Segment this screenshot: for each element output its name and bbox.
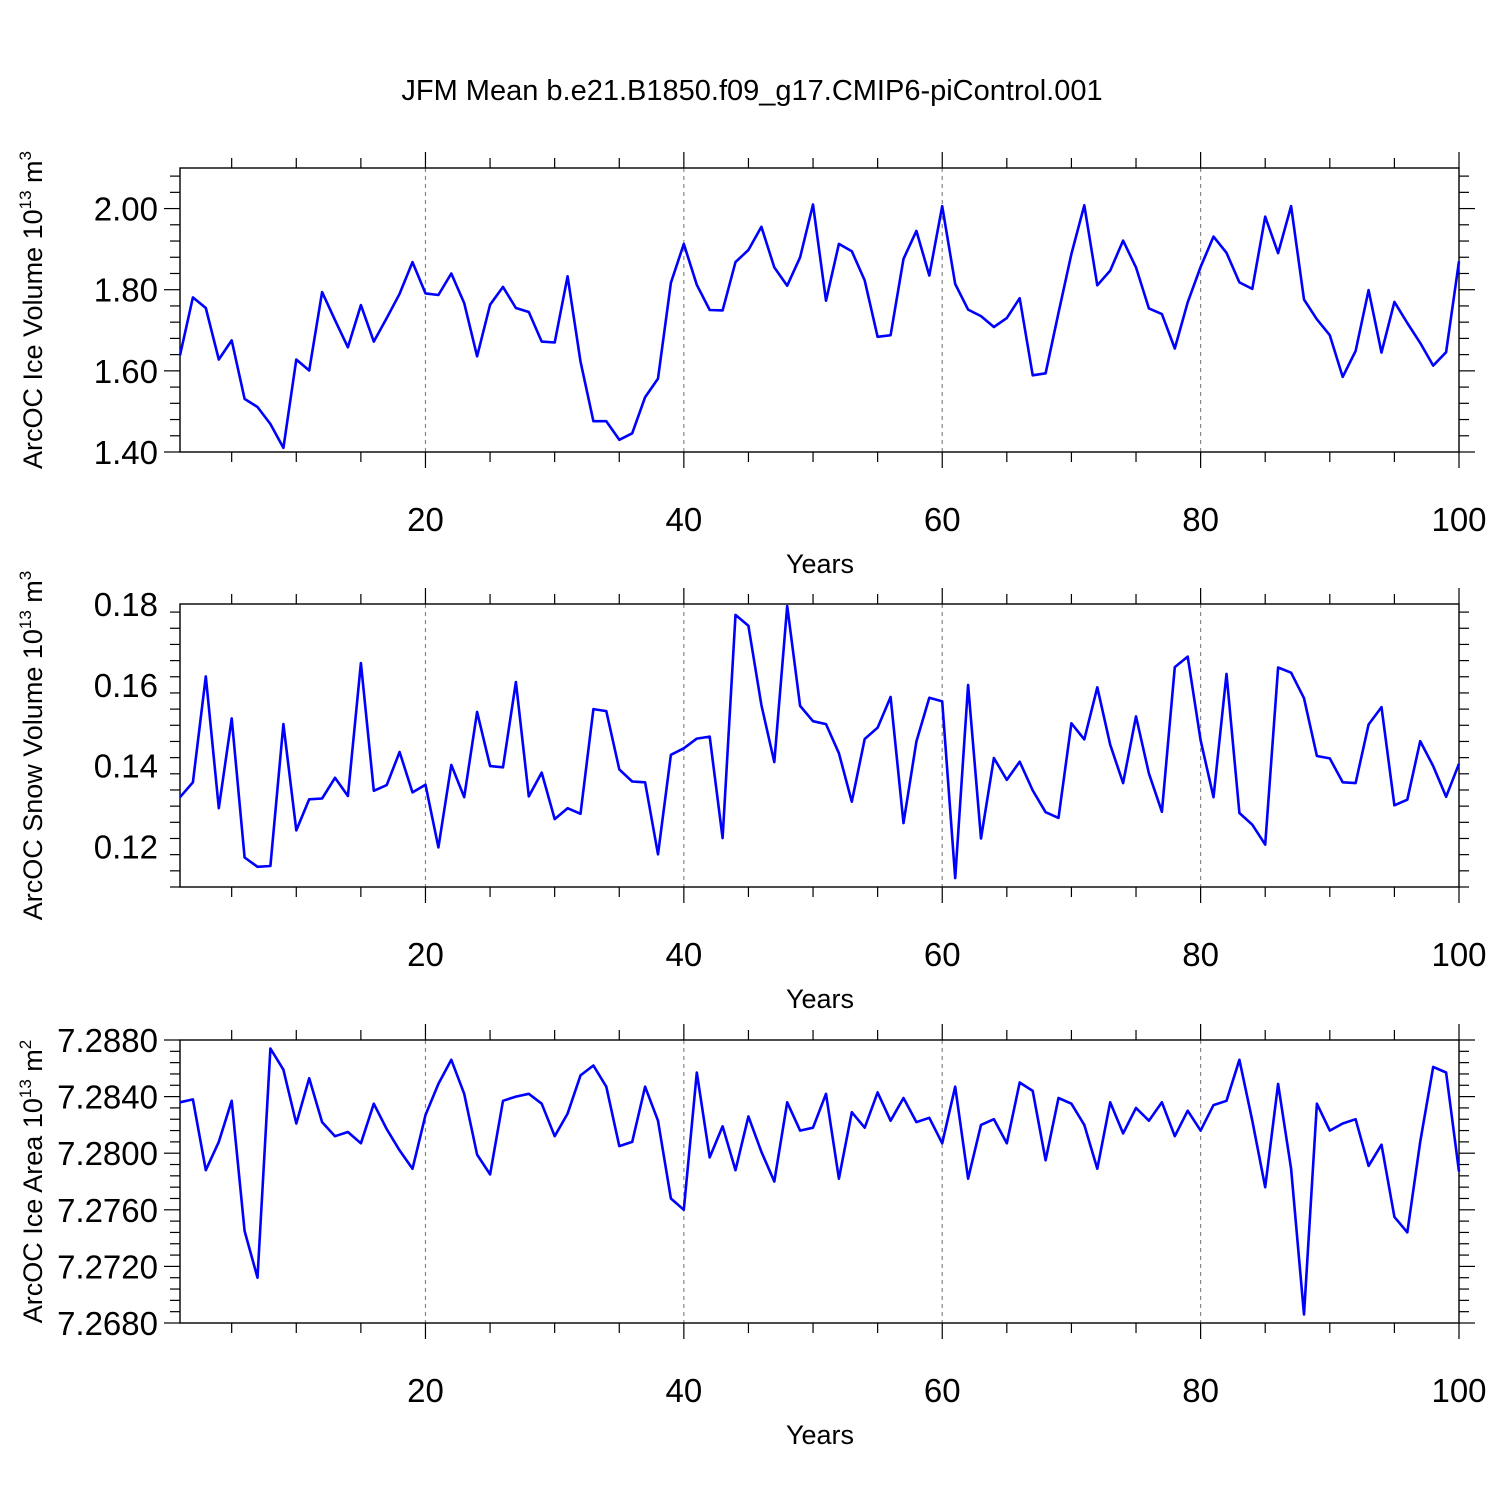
x-axis-label: Years <box>786 984 854 1014</box>
x-tick-label: 100 <box>1431 501 1486 538</box>
y-axis-label: ArcOC Ice Area 1013 m2 <box>16 1040 48 1324</box>
y-tick-label: 7.2800 <box>57 1135 158 1172</box>
y-tick-label: 1.60 <box>94 353 158 390</box>
y-tick-label: 0.18 <box>94 586 158 623</box>
y-tick-label: 1.80 <box>94 272 158 309</box>
y-tick-label: 2.00 <box>94 191 158 228</box>
x-tick-label: 40 <box>665 936 702 973</box>
y-axis-label: ArcOC Ice Volume 1013 m3 <box>16 151 48 469</box>
series-line <box>178 203 1461 450</box>
y-tick-label: 7.2720 <box>57 1248 158 1285</box>
series-line <box>179 1047 1461 1316</box>
x-tick-label: 60 <box>924 501 961 538</box>
x-tick-label: 60 <box>924 1372 961 1409</box>
panels: 20 40 60 80 100 1.40 1.60 1.80 2.00 Years ArcOC Ic… <box>16 151 1487 1450</box>
x-tick-label: 40 <box>665 1372 702 1409</box>
panel-3: 20 40 60 80 100 7.2680 7.2720 7.2760 7.2800 7.284… <box>16 1022 1487 1450</box>
x-tick-label: 40 <box>665 501 702 538</box>
y-tick-label: 0.12 <box>94 829 158 866</box>
x-tick-label: 80 <box>1182 1372 1219 1409</box>
y-tick-label: 7.2760 <box>57 1192 158 1229</box>
x-axis-label: Years <box>786 1420 854 1450</box>
x-tick-label: 20 <box>407 936 444 973</box>
figure-title: JFM Mean b.e21.B1850.f09_g17.CMIP6-piCon… <box>401 75 1102 107</box>
x-tick-label: 80 <box>1182 936 1219 973</box>
x-tick-label: 100 <box>1431 1372 1486 1409</box>
x-axis-label: Years <box>786 549 854 579</box>
series-line <box>179 604 1461 880</box>
x-tick-label: 100 <box>1431 936 1486 973</box>
y-tick-label: 0.14 <box>94 748 158 785</box>
y-tick-label: 7.2880 <box>57 1022 158 1059</box>
plot-frame <box>179 167 1460 453</box>
y-axis-label: ArcOC Snow Volume 1013 m3 <box>16 571 48 921</box>
y-tick-label: 7.2840 <box>57 1079 158 1116</box>
x-tick-label: 20 <box>407 501 444 538</box>
plot-frame <box>179 1039 1460 1324</box>
x-tick-label: 60 <box>924 936 961 973</box>
x-tick-label: 80 <box>1182 501 1219 538</box>
y-tick-label: 1.40 <box>94 434 158 471</box>
x-tick-label: 20 <box>407 1372 444 1409</box>
panel-1: 20 40 60 80 100 1.40 1.60 1.80 2.00 Years ArcOC Ic… <box>16 151 1487 579</box>
panel-2: 20 40 60 80 100 0.12 0.14 0.16 0.18 Years ArcOC Sn… <box>16 571 1487 1014</box>
plot-frame <box>179 603 1460 888</box>
y-tick-label: 7.2680 <box>57 1305 158 1342</box>
y-tick-label: 0.16 <box>94 667 158 704</box>
